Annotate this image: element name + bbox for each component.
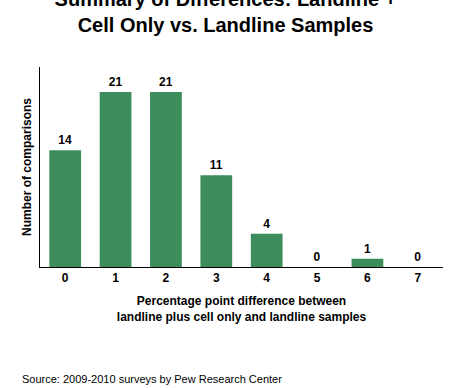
svg-text:1: 1	[364, 242, 371, 256]
svg-text:0: 0	[62, 271, 69, 285]
svg-text:2: 2	[163, 271, 170, 285]
svg-text:21: 21	[109, 75, 123, 89]
svg-text:0: 0	[414, 250, 421, 264]
svg-text:14: 14	[58, 133, 72, 147]
svg-text:21: 21	[159, 75, 173, 89]
svg-text:1: 1	[112, 271, 119, 285]
svg-text:11: 11	[210, 158, 223, 172]
svg-text:Source: 2009-2010 surveys by P: Source: 2009-2010 surveys by Pew Researc…	[22, 373, 282, 385]
svg-text:4: 4	[263, 271, 270, 285]
svg-text:4: 4	[263, 217, 270, 231]
svg-text:7: 7	[414, 271, 421, 285]
svg-text:3: 3	[213, 271, 220, 285]
svg-text:6: 6	[364, 271, 371, 285]
svg-text:Percentage point difference be: Percentage point difference betweenlandl…	[117, 294, 367, 324]
svg-text:0: 0	[314, 250, 321, 264]
svg-text:Number of comparisons: Number of comparisons	[20, 98, 34, 236]
svg-text:Summary of Differences: Landli: Summary of Differences: Landline +Cell O…	[55, 0, 397, 36]
svg-text:5: 5	[314, 271, 321, 285]
